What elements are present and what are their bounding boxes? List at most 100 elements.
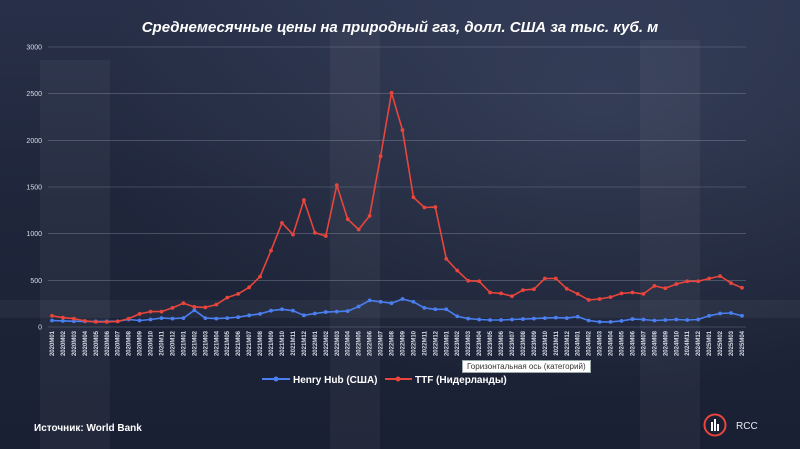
data-point-henry-hub — [740, 313, 744, 318]
data-point-ttf — [356, 227, 361, 232]
x-tick-label: 2024M02 — [587, 330, 593, 356]
data-point-henry-hub — [334, 309, 339, 314]
x-tick-label: 2023M04 — [477, 330, 483, 356]
data-point-ttf — [696, 279, 701, 284]
x-tick-label: 2023M07 — [510, 330, 516, 356]
x-tick-label: 2023M06 — [499, 330, 505, 356]
data-point-henry-hub — [170, 316, 175, 321]
x-tick-label: 2022M01 — [313, 330, 319, 356]
x-tick-label: 2022M04 — [346, 330, 352, 356]
data-point-ttf — [466, 278, 471, 283]
data-point-henry-hub — [137, 318, 142, 323]
data-point-henry-hub — [192, 308, 197, 313]
x-tick-label: 2024M01 — [576, 330, 582, 356]
x-tick-label: 2024M03 — [598, 330, 604, 356]
data-point-ttf — [488, 290, 492, 295]
data-point-ttf — [433, 205, 438, 209]
data-point-henry-hub — [378, 299, 383, 304]
x-tick-label: 2020M11 — [160, 330, 166, 355]
data-point-henry-hub — [225, 316, 230, 321]
y-tick-label: 0 — [38, 325, 42, 332]
data-point-ttf — [400, 128, 405, 132]
data-point-henry-hub — [291, 308, 295, 313]
chart-title: Среднемесячные цены на природный газ, до… — [141, 19, 659, 36]
x-tick-label: 2025M03 — [729, 330, 735, 356]
data-point-ttf — [619, 291, 624, 296]
data-point-ttf — [422, 205, 427, 210]
x-tick-label: 2024M09 — [663, 330, 669, 356]
data-point-ttf — [740, 285, 744, 290]
x-tick-label: 2020M04 — [83, 330, 89, 356]
data-point-henry-hub — [696, 317, 701, 322]
x-tick-label: 2024M07 — [641, 330, 647, 356]
data-point-henry-hub — [674, 317, 679, 322]
data-point-ttf — [564, 286, 569, 291]
data-point-ttf — [707, 276, 712, 281]
data-point-henry-hub — [433, 307, 438, 312]
data-point-ttf — [192, 305, 197, 309]
data-point-henry-hub — [280, 307, 284, 312]
data-point-henry-hub — [510, 317, 514, 322]
data-point-henry-hub — [619, 319, 624, 323]
data-point-ttf — [159, 309, 164, 314]
data-point-ttf — [203, 305, 208, 310]
x-tick-label: 2023M12 — [565, 330, 571, 356]
data-point-henry-hub — [455, 314, 460, 319]
data-point-henry-hub — [389, 301, 394, 306]
data-point-ttf — [170, 305, 175, 310]
legend-henry-hub-marker — [273, 376, 279, 382]
data-point-ttf — [104, 319, 109, 324]
x-tick-label: 2022M07 — [379, 330, 385, 356]
background-tower-right — [640, 40, 700, 449]
data-point-ttf — [312, 230, 317, 235]
x-tick-label: 2022M10 — [411, 330, 417, 356]
data-point-henry-hub — [499, 318, 503, 322]
x-tick-label: 2020M10 — [149, 330, 155, 356]
x-tick-label: 2023M10 — [543, 330, 549, 356]
data-point-henry-hub — [444, 307, 449, 312]
data-point-ttf — [444, 256, 449, 261]
x-tick-label: 2020M06 — [105, 330, 111, 356]
x-tick-label: 2023M01 — [444, 330, 450, 356]
x-tick-label: 2025M01 — [707, 330, 713, 356]
legend-ttf-marker — [395, 376, 401, 382]
background-tower-center — [330, 30, 380, 449]
axis-tooltip: Горизонтальная ось (категорий) — [462, 360, 591, 373]
data-point-henry-hub — [575, 314, 580, 319]
x-tick-label: 2020M05 — [94, 330, 100, 356]
data-point-henry-hub — [247, 313, 252, 318]
data-point-henry-hub — [521, 317, 525, 321]
data-point-ttf — [685, 279, 690, 284]
data-point-henry-hub — [159, 316, 164, 321]
x-tick-label: 2024M12 — [696, 330, 702, 356]
data-point-henry-hub — [608, 319, 613, 324]
data-point-ttf — [367, 214, 372, 218]
data-point-ttf — [411, 195, 416, 200]
data-point-henry-hub — [652, 318, 657, 323]
x-tick-label: 2021M08 — [258, 330, 264, 356]
data-point-ttf — [663, 286, 668, 291]
series — [50, 90, 744, 324]
data-point-ttf — [718, 274, 722, 279]
x-tick-label: 2020M02 — [61, 330, 67, 356]
series-line-henry-hub — [51, 298, 743, 323]
brand-name: RCC — [736, 421, 758, 432]
data-point-henry-hub — [466, 316, 471, 321]
data-point-ttf — [334, 183, 339, 188]
data-point-ttf — [126, 316, 131, 321]
data-point-ttf — [542, 276, 547, 281]
x-tick-label: 2022M11 — [422, 330, 428, 355]
background-tower-left — [40, 60, 110, 449]
x-tick-label: 2024M08 — [652, 330, 658, 356]
data-point-ttf — [652, 284, 657, 288]
data-point-ttf — [553, 276, 558, 281]
x-tick-label: 2023M05 — [488, 330, 494, 356]
rcc-logo-icon — [703, 413, 727, 437]
data-point-henry-hub — [707, 313, 712, 318]
x-tick-label: 2022M03 — [335, 330, 341, 356]
data-point-ttf — [729, 281, 733, 286]
y-tick-label: 2000 — [26, 138, 42, 145]
data-point-henry-hub — [181, 316, 186, 321]
x-tick-label: 2023M03 — [466, 330, 472, 356]
data-point-ttf — [597, 297, 602, 301]
